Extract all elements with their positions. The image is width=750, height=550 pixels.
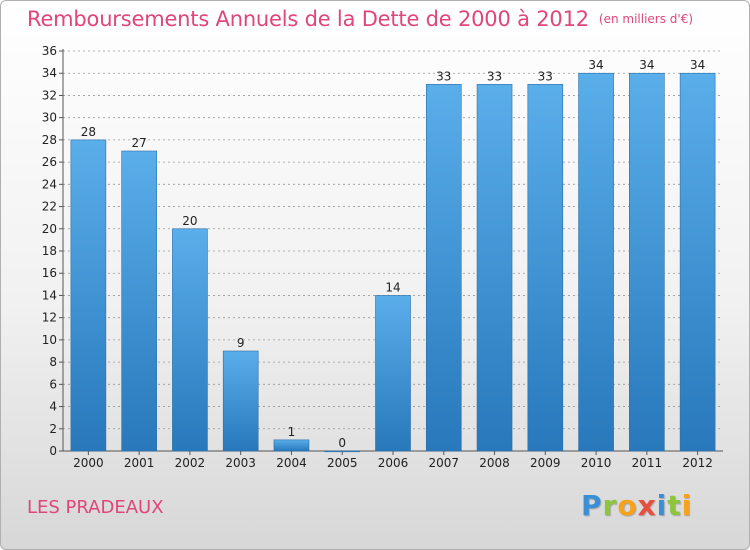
y-tick-label: 16 — [42, 266, 57, 280]
data-labels: 28 27 20 9 1 0 14 33 33 33 34 34 34 — [81, 58, 706, 450]
data-label-2012: 34 — [690, 58, 705, 72]
y-tick-label: 24 — [42, 177, 57, 191]
x-tick-labels: 2000 2001 2002 2003 2004 2005 2006 2007 2008 2009… — [73, 456, 713, 470]
y-tick-label: 28 — [42, 133, 57, 147]
x-tick-label-2009: 2009 — [530, 456, 561, 470]
y-tick-label: 22 — [42, 200, 57, 214]
y-tick-label: 12 — [42, 311, 57, 325]
logo-letter: r — [602, 489, 618, 522]
x-tick-label-2011: 2011 — [632, 456, 663, 470]
bar-2010 — [578, 72, 614, 452]
chart-title: Remboursements Annuels de la Dette de 20… — [27, 7, 693, 31]
bar-2004 — [273, 439, 310, 452]
data-label-2005: 0 — [338, 436, 346, 450]
data-label-2011: 34 — [639, 58, 654, 72]
x-tick-label-2003: 2003 — [225, 456, 256, 470]
y-tick-label: 8 — [49, 355, 57, 369]
x-tick-label-2001: 2001 — [124, 456, 155, 470]
bar-2012 — [679, 72, 716, 452]
data-label-2000: 28 — [81, 125, 96, 139]
y-tick-label: 32 — [42, 88, 57, 102]
data-label-2004: 1 — [288, 425, 296, 439]
logo-letter: o — [617, 489, 638, 522]
bars — [70, 72, 716, 453]
x-tick-label-2000: 2000 — [73, 456, 104, 470]
data-label-2006: 14 — [385, 280, 400, 294]
y-tick-label: 20 — [42, 222, 57, 236]
proxiti-logo: Proxiti — [581, 489, 692, 522]
data-label-2009: 33 — [538, 69, 553, 83]
bar-2011 — [629, 72, 665, 452]
x-tick-label-2006: 2006 — [378, 456, 409, 470]
x-tick-label-2010: 2010 — [581, 456, 612, 470]
chart-unit: (en milliers d'€) — [598, 12, 694, 26]
y-tick-label: 14 — [42, 288, 57, 302]
y-tick-label: 34 — [42, 66, 57, 80]
bar-2000 — [70, 139, 107, 452]
y-tick-label: 10 — [42, 333, 57, 347]
y-tick-label: 6 — [49, 377, 57, 391]
y-tick-label: 2 — [49, 422, 57, 436]
data-label-2007: 33 — [436, 69, 451, 83]
y-tick-label: 18 — [42, 244, 57, 258]
logo-letter: t — [667, 489, 682, 522]
data-label-2008: 33 — [487, 69, 502, 83]
bar-2009 — [527, 84, 564, 452]
x-tick-label-2002: 2002 — [175, 456, 206, 470]
x-tick-label-2004: 2004 — [276, 456, 307, 470]
x-tick-label-2012: 2012 — [682, 456, 713, 470]
chart-title-text: Remboursements Annuels de la Dette de 20… — [27, 7, 589, 31]
bar-2005 — [324, 450, 361, 453]
logo-letter: x — [637, 489, 657, 522]
x-tick-label-2008: 2008 — [479, 456, 510, 470]
x-tick-label-2005: 2005 — [327, 456, 358, 470]
logo-letter: P — [581, 489, 603, 522]
x-tick-label-2007: 2007 — [428, 456, 459, 470]
bar-2002 — [172, 228, 208, 452]
bar-2001 — [121, 150, 157, 452]
bar-2007 — [425, 84, 462, 452]
data-label-2002: 20 — [182, 214, 197, 228]
y-tick-label: 36 — [42, 44, 57, 58]
y-tick-label: 30 — [42, 111, 57, 125]
data-label-2001: 27 — [132, 136, 147, 150]
logo-letter: i — [656, 489, 668, 522]
logo-letter: i — [681, 489, 693, 522]
data-label-2003: 9 — [237, 336, 245, 350]
y-tick-label: 0 — [49, 444, 57, 458]
bar-2003 — [222, 350, 259, 452]
bar-2006 — [375, 295, 411, 452]
data-label-2010: 34 — [588, 58, 603, 72]
bar-2008 — [476, 84, 513, 452]
y-tick-label: 26 — [42, 155, 57, 169]
y-tick-label: 4 — [49, 400, 57, 414]
commune-name: LES PRADEAUX — [27, 497, 164, 518]
